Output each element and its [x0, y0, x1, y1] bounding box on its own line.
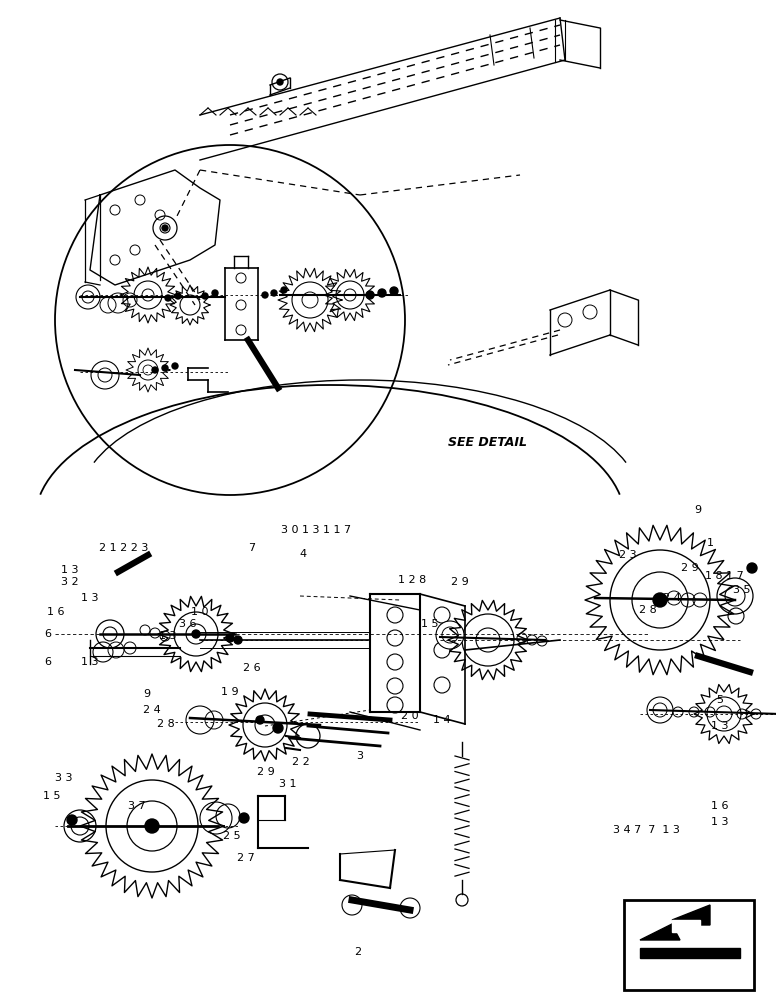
Circle shape: [175, 293, 181, 299]
Text: 1 3: 1 3: [159, 631, 177, 641]
Circle shape: [152, 367, 158, 373]
Circle shape: [162, 225, 168, 231]
Text: 2 2: 2 2: [292, 757, 310, 767]
Text: 2 3: 2 3: [619, 550, 637, 560]
Text: 1 8 1 7: 1 8 1 7: [705, 571, 743, 581]
Circle shape: [239, 813, 249, 823]
Text: 2 5: 2 5: [223, 831, 241, 841]
Text: 2 8: 2 8: [157, 719, 175, 729]
Text: 3 3: 3 3: [55, 773, 73, 783]
Circle shape: [281, 287, 287, 293]
Polygon shape: [640, 948, 740, 958]
Text: 9: 9: [695, 505, 702, 515]
Text: 3 7: 3 7: [128, 801, 146, 811]
Circle shape: [390, 287, 398, 295]
Text: 1 3: 1 3: [61, 565, 78, 575]
Circle shape: [226, 634, 234, 642]
Text: 2 9: 2 9: [681, 563, 699, 573]
Text: 1 6: 1 6: [712, 801, 729, 811]
Text: 6: 6: [44, 629, 51, 639]
Text: 1 3: 1 3: [81, 593, 99, 603]
Circle shape: [96, 620, 124, 648]
Text: 2 0: 2 0: [401, 711, 419, 721]
Text: 1: 1: [706, 538, 713, 548]
Text: 1 6: 1 6: [47, 607, 64, 617]
Text: 4: 4: [300, 549, 307, 559]
Bar: [624, 900, 754, 990]
Text: 2 4: 2 4: [663, 593, 681, 603]
Text: 2 9: 2 9: [257, 767, 275, 777]
Circle shape: [145, 819, 159, 833]
Text: 7: 7: [248, 543, 255, 553]
Circle shape: [273, 723, 283, 733]
Circle shape: [653, 593, 667, 607]
Text: 2 7: 2 7: [237, 853, 255, 863]
Text: 2 4: 2 4: [143, 705, 161, 715]
Text: 1 3: 1 3: [712, 817, 729, 827]
Text: 2 1 2 2 3: 2 1 2 2 3: [99, 543, 149, 553]
Text: 3 6: 3 6: [179, 619, 197, 629]
Circle shape: [200, 802, 232, 834]
Circle shape: [271, 290, 277, 296]
Circle shape: [647, 697, 673, 723]
Text: 1 9: 1 9: [221, 687, 239, 697]
Circle shape: [212, 290, 218, 296]
Circle shape: [234, 636, 242, 644]
Text: 5: 5: [716, 695, 723, 705]
Text: 1 5: 1 5: [43, 791, 61, 801]
Circle shape: [342, 895, 362, 915]
Circle shape: [162, 365, 168, 371]
Circle shape: [366, 291, 374, 299]
Circle shape: [172, 363, 178, 369]
Circle shape: [378, 289, 386, 297]
Polygon shape: [640, 905, 710, 940]
Text: 1 3: 1 3: [81, 657, 99, 667]
Circle shape: [277, 79, 283, 85]
Circle shape: [747, 563, 757, 573]
Circle shape: [64, 810, 96, 842]
Text: 1 0: 1 0: [191, 607, 209, 617]
Circle shape: [165, 295, 171, 301]
Circle shape: [256, 716, 264, 724]
Text: 2 6: 2 6: [243, 663, 261, 673]
Text: 1 3: 1 3: [712, 721, 729, 731]
Circle shape: [262, 292, 268, 298]
Text: 6: 6: [44, 657, 51, 667]
Circle shape: [67, 815, 77, 825]
Text: 3 1: 3 1: [279, 779, 296, 789]
Polygon shape: [672, 920, 700, 932]
Text: 3 0 1 3 1 1 7: 3 0 1 3 1 1 7: [281, 525, 351, 535]
Text: 9: 9: [144, 689, 151, 699]
Text: 3 2: 3 2: [61, 577, 79, 587]
Circle shape: [192, 630, 200, 638]
Text: SEE DETAIL: SEE DETAIL: [448, 436, 527, 448]
Text: 3: 3: [356, 751, 363, 761]
Circle shape: [186, 706, 214, 734]
Text: 3 5: 3 5: [733, 585, 750, 595]
Text: 2 8: 2 8: [639, 605, 656, 615]
Text: 2: 2: [355, 947, 362, 957]
Text: 1 2 8: 1 2 8: [398, 575, 426, 585]
Text: 3 4 7  7  1 3: 3 4 7 7 1 3: [612, 825, 680, 835]
Text: 1 4: 1 4: [433, 715, 451, 725]
Text: 2 9: 2 9: [451, 577, 469, 587]
Circle shape: [400, 898, 420, 918]
Circle shape: [436, 621, 464, 649]
Circle shape: [202, 293, 208, 299]
Circle shape: [717, 578, 753, 614]
Text: 1 5: 1 5: [421, 619, 438, 629]
